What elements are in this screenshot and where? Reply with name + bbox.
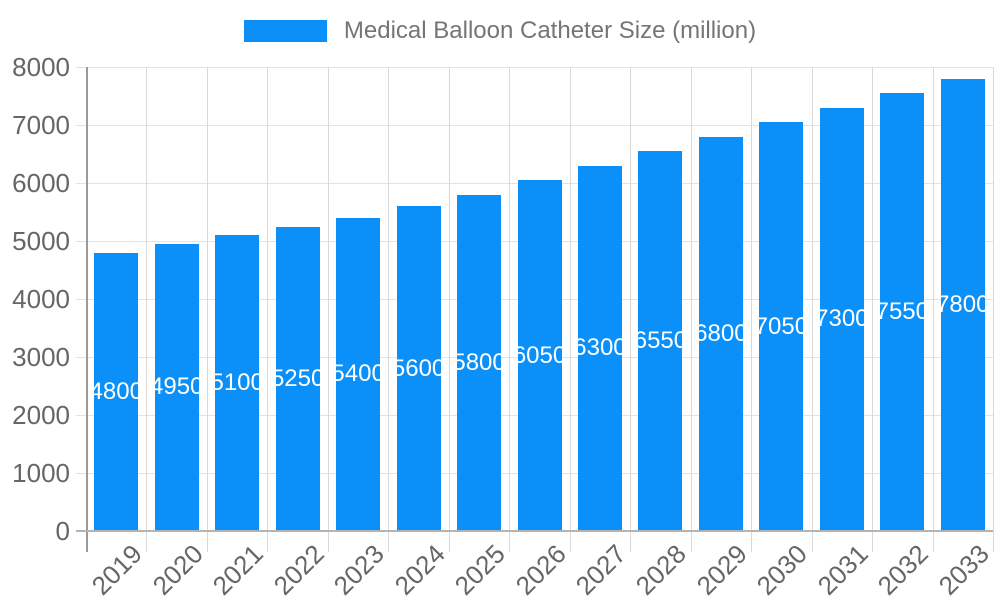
bar-value-label: 6800 <box>698 319 743 347</box>
y-axis-label: 5000 <box>12 226 70 256</box>
v-gridline <box>569 67 571 552</box>
legend-label: Medical Balloon Catheter Size (million) <box>343 17 757 44</box>
v-gridline <box>206 67 208 552</box>
legend-swatch <box>243 20 327 42</box>
bar-value-label: 6300 <box>577 334 622 362</box>
bar-value-label: 6550 <box>638 327 683 355</box>
v-gridline <box>146 67 148 552</box>
bar[interactable]: 5400 <box>336 217 381 531</box>
bar[interactable]: 5250 <box>275 226 320 531</box>
h-gridline <box>76 66 993 68</box>
bar-value-label: 7800 <box>940 290 985 318</box>
v-gridline <box>993 67 994 552</box>
bar[interactable]: 7300 <box>819 107 864 531</box>
bar[interactable]: 6800 <box>698 136 743 531</box>
y-axis-label: 7000 <box>12 110 70 140</box>
bar-value-label: 4800 <box>94 377 139 405</box>
bar-value-label: 4950 <box>154 373 199 401</box>
y-axis-label: 1000 <box>12 458 70 488</box>
v-gridline <box>630 67 632 552</box>
y-axis-label: 4000 <box>12 284 70 314</box>
v-gridline <box>388 67 390 552</box>
bar-value-label: 5250 <box>275 364 320 392</box>
y-axis-label: 3000 <box>12 342 70 372</box>
v-gridline <box>811 67 813 552</box>
legend[interactable]: Medical Balloon Catheter Size (million) <box>0 17 1000 45</box>
v-gridline <box>267 67 269 552</box>
bar-value-label: 5800 <box>457 348 502 376</box>
v-gridline <box>932 67 934 552</box>
bar-value-label: 6050 <box>517 341 562 369</box>
bar[interactable]: 4800 <box>94 252 139 531</box>
y-axis-label: 6000 <box>12 168 70 198</box>
bar-value-label: 5100 <box>215 369 260 397</box>
v-gridline <box>751 67 753 552</box>
bar[interactable]: 7800 <box>940 78 985 531</box>
bar[interactable]: 6300 <box>577 165 622 531</box>
y-axis-label: 0 <box>55 516 70 546</box>
v-gridline <box>690 67 692 552</box>
bar[interactable]: 5100 <box>215 235 260 531</box>
h-gridline <box>76 124 993 126</box>
y-axis-label: 2000 <box>12 400 70 430</box>
bar-value-label: 7300 <box>819 305 864 333</box>
v-gridline <box>509 67 511 552</box>
bar[interactable]: 5800 <box>457 194 502 531</box>
v-gridline <box>86 67 88 552</box>
x-axis-label: 2019 <box>85 538 149 600</box>
x-axis-baseline <box>76 530 993 532</box>
bar-value-label: 5400 <box>336 360 381 388</box>
bar-value-label: 7050 <box>759 312 804 340</box>
bar-value-label: 7550 <box>880 298 925 326</box>
bar-value-label: 5600 <box>396 354 441 382</box>
bar[interactable]: 6550 <box>638 151 683 531</box>
y-axis-label: 8000 <box>12 52 70 82</box>
bar[interactable]: 7550 <box>880 93 925 531</box>
bar[interactable]: 6050 <box>517 180 562 531</box>
v-gridline <box>448 67 450 552</box>
v-gridline <box>872 67 874 552</box>
v-gridline <box>327 67 329 552</box>
bar[interactable]: 7050 <box>759 122 804 531</box>
bar[interactable]: 4950 <box>154 243 199 531</box>
bar[interactable]: 5600 <box>396 206 441 531</box>
